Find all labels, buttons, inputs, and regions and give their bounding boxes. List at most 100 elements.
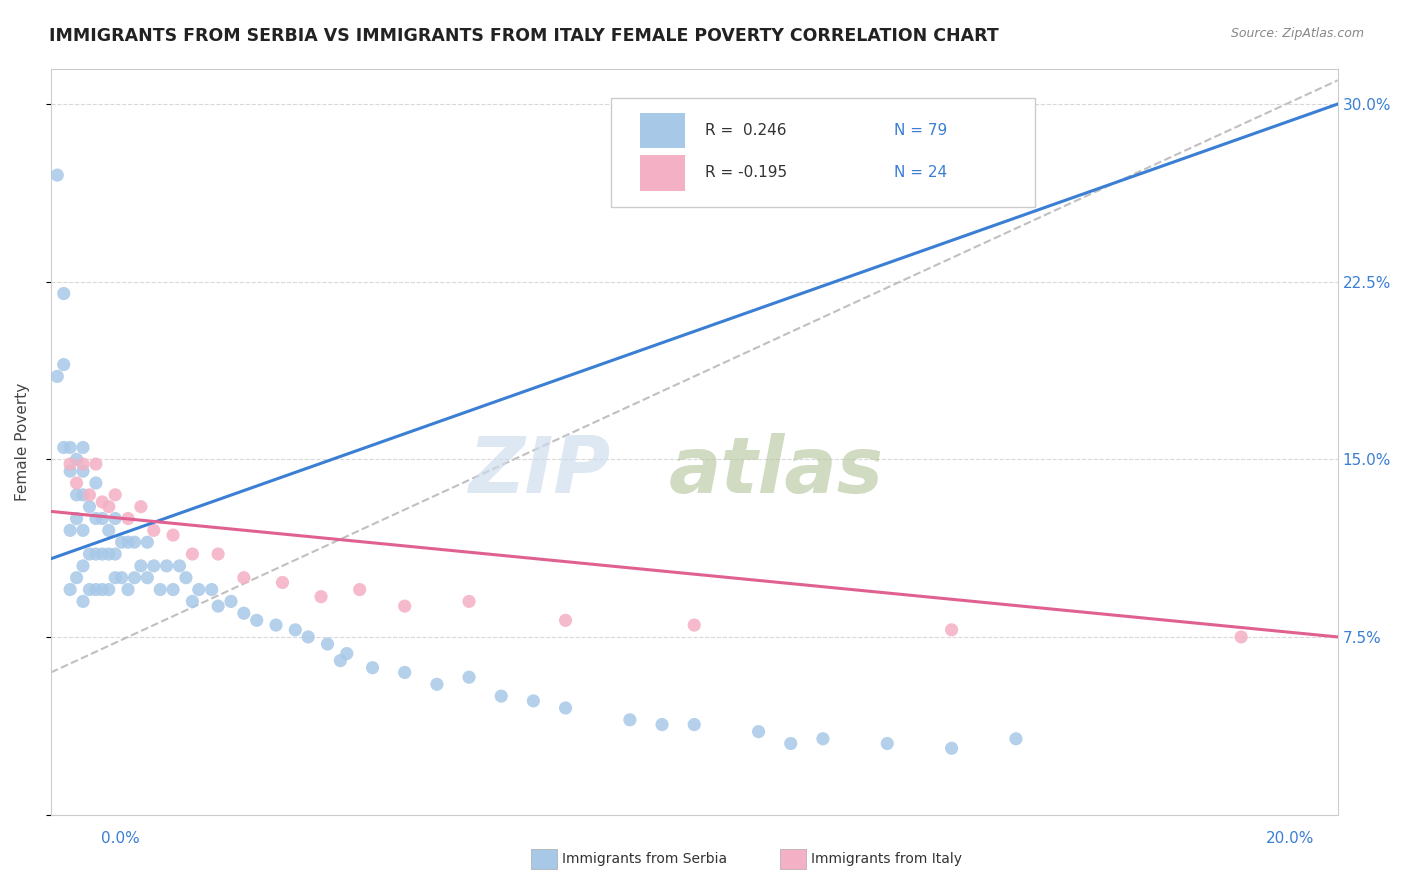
Point [52, 358, 75, 372]
Point [876, 737, 898, 751]
Point [1230, 630, 1253, 644]
Point [65, 488, 87, 502]
Point [72, 524, 94, 538]
Point [65, 475, 87, 490]
Point [97, 582, 120, 597]
Point [72, 457, 94, 471]
Point [104, 511, 127, 525]
Point [46, 369, 69, 384]
Point [104, 547, 127, 561]
Point [97, 524, 120, 538]
Point [72, 464, 94, 478]
Point [84, 457, 107, 471]
Point [117, 511, 139, 525]
Point [104, 488, 127, 502]
Point [156, 558, 179, 573]
Point [110, 535, 132, 549]
Point [748, 724, 770, 739]
Point [136, 535, 159, 549]
Point [59, 441, 82, 455]
Point [91, 547, 114, 561]
Point [84, 511, 107, 525]
Text: N = 24: N = 24 [894, 165, 946, 180]
Point [316, 637, 339, 651]
Point [162, 528, 184, 542]
Point [91, 511, 114, 525]
Point [264, 618, 287, 632]
Bar [640, 112, 685, 148]
Text: IMMIGRANTS FROM SERBIA VS IMMIGRANTS FROM ITALY FEMALE POVERTY CORRELATION CHART: IMMIGRANTS FROM SERBIA VS IMMIGRANTS FRO… [49, 27, 998, 45]
Point [651, 717, 673, 731]
Point [91, 495, 114, 509]
Text: atlas: atlas [668, 434, 883, 509]
Point [187, 582, 209, 597]
Point [46, 168, 69, 182]
Point [129, 500, 152, 514]
Point [174, 571, 197, 585]
Point [309, 590, 332, 604]
Point [683, 618, 706, 632]
Y-axis label: Female Poverty: Female Poverty [15, 383, 30, 500]
Point [941, 623, 963, 637]
Point [72, 488, 94, 502]
Text: 20.0%: 20.0% [1267, 831, 1315, 846]
Point [181, 594, 204, 608]
Point [336, 647, 359, 661]
Point [554, 701, 576, 715]
Point [349, 582, 371, 597]
Point [779, 737, 801, 751]
Point [554, 613, 576, 627]
Point [59, 464, 82, 478]
Point [458, 670, 481, 684]
Point [142, 524, 165, 538]
Text: Source: ZipAtlas.com: Source: ZipAtlas.com [1230, 27, 1364, 40]
Point [84, 547, 107, 561]
Point [619, 713, 641, 727]
Point [941, 741, 963, 756]
Point [169, 558, 191, 573]
Point [72, 594, 94, 608]
Point [297, 630, 319, 644]
Point [72, 558, 94, 573]
Point [181, 547, 204, 561]
Point [59, 524, 82, 538]
FancyBboxPatch shape [610, 98, 1035, 207]
Point [79, 488, 101, 502]
Point [489, 689, 512, 703]
Point [207, 547, 229, 561]
Point [84, 475, 107, 490]
Point [284, 623, 307, 637]
Point [52, 286, 75, 301]
Point [246, 613, 269, 627]
Point [1005, 731, 1028, 746]
Point [361, 661, 384, 675]
Point [162, 582, 184, 597]
Text: 0.0%: 0.0% [101, 831, 141, 846]
Point [522, 694, 544, 708]
Point [110, 571, 132, 585]
Point [219, 594, 242, 608]
Point [811, 731, 834, 746]
Point [104, 571, 127, 585]
Point [683, 717, 706, 731]
Point [394, 665, 416, 680]
Text: Immigrants from Italy: Immigrants from Italy [811, 852, 962, 866]
Point [232, 606, 254, 620]
Point [426, 677, 449, 691]
Point [65, 452, 87, 467]
Point [232, 571, 254, 585]
Point [65, 511, 87, 525]
Point [59, 457, 82, 471]
Text: ZIP: ZIP [468, 434, 610, 509]
Point [271, 575, 294, 590]
Point [59, 582, 82, 597]
Point [97, 547, 120, 561]
Point [72, 441, 94, 455]
Point [142, 558, 165, 573]
Point [97, 500, 120, 514]
Point [124, 535, 146, 549]
Point [117, 582, 139, 597]
Point [117, 535, 139, 549]
Point [207, 599, 229, 614]
Text: R =  0.246: R = 0.246 [704, 123, 786, 138]
